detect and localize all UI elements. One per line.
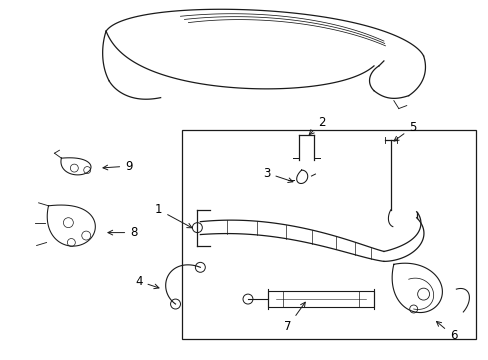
Text: 2: 2 <box>308 116 325 135</box>
Text: 9: 9 <box>103 159 132 172</box>
Text: 7: 7 <box>284 302 305 333</box>
Text: 1: 1 <box>155 203 192 228</box>
Text: 6: 6 <box>436 321 456 342</box>
Text: 3: 3 <box>263 167 292 183</box>
Text: 5: 5 <box>393 121 415 141</box>
Bar <box>267 291 373 307</box>
Text: 8: 8 <box>108 226 137 239</box>
Bar <box>182 130 475 339</box>
Text: 4: 4 <box>135 275 159 289</box>
